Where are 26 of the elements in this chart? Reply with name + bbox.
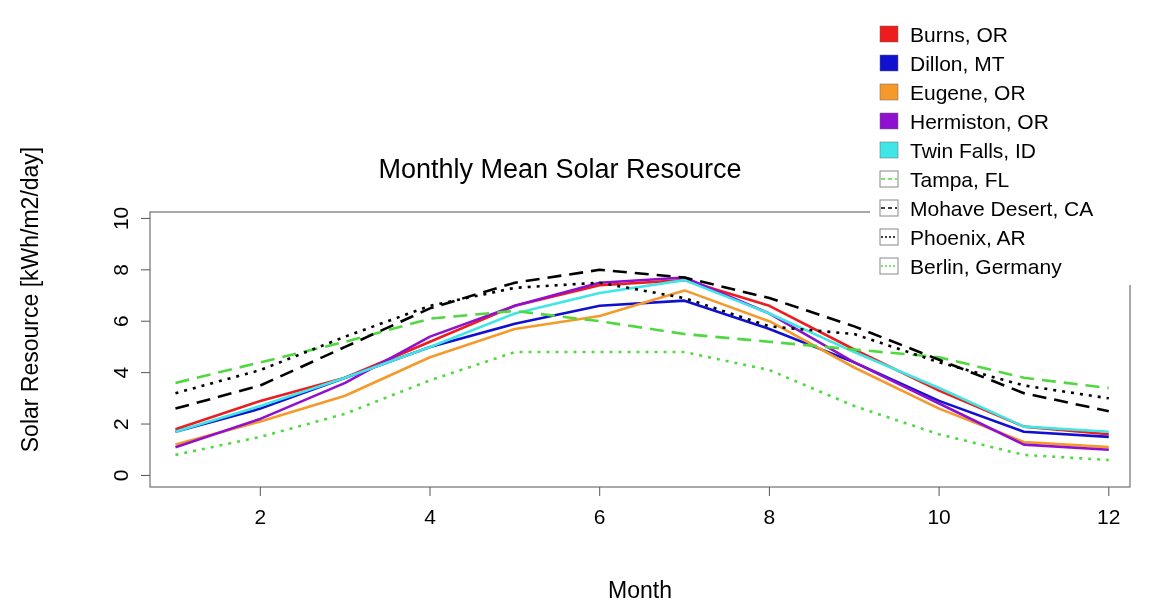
x-tick-label: 12 <box>1097 505 1121 528</box>
y-tick-label: 4 <box>109 366 132 379</box>
y-tick-label: 2 <box>109 418 132 430</box>
legend-label: Mohave Desert, CA <box>910 197 1094 220</box>
x-tick-label: 8 <box>763 505 776 528</box>
legend-label: Berlin, Germany <box>910 255 1063 278</box>
y-tick-label: 10 <box>109 206 132 231</box>
legend-label: Burns, OR <box>910 23 1009 46</box>
legend-label: Tampa, FL <box>910 168 1010 191</box>
line-series <box>174 350 1111 462</box>
y-tick-label: 0 <box>109 469 132 482</box>
y-tick-label: 8 <box>109 263 132 276</box>
x-axis-title: Month <box>608 577 672 603</box>
x-tick-label: 10 <box>927 505 951 528</box>
x-tick-label: 2 <box>254 505 267 528</box>
x-tick-label: 4 <box>424 505 437 528</box>
y-tick-label: 6 <box>109 315 132 328</box>
legend-label: Phoenix, AR <box>910 226 1026 249</box>
chart-title: Monthly Mean Solar Resource <box>378 154 742 184</box>
legend-label: Dillon, MT <box>910 52 1005 75</box>
legend-label: Twin Falls, ID <box>910 139 1037 162</box>
y-axis-title: Solar Resource [kWh/m2/day] <box>17 146 43 453</box>
legend-label: Hermiston, OR <box>910 110 1049 133</box>
x-tick-label: 6 <box>593 505 606 528</box>
legend-label: Eugene, OR <box>910 81 1026 104</box>
line-series <box>174 309 1111 390</box>
